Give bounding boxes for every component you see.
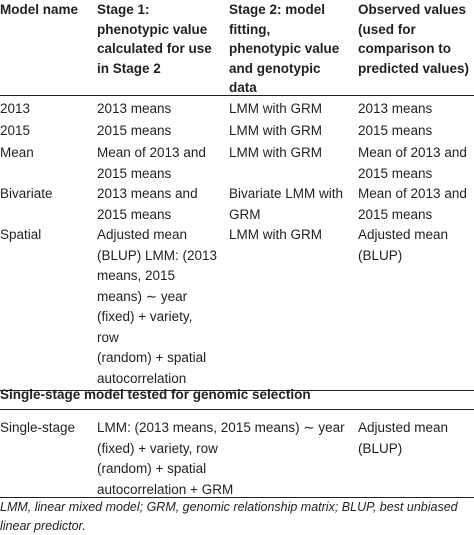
section-title: Single-stage model tested for genomic se… — [0, 387, 311, 402]
row-spatial-name: Spatial — [0, 227, 42, 242]
header-model-name: Model name — [0, 2, 79, 17]
single-stage-model: LMM: (2013 means, 2015 means) ∼ year (fi… — [97, 420, 345, 497]
section-top-divider — [0, 390, 474, 391]
single-stage-name: Single-stage — [0, 420, 76, 435]
row-2013-name: 2013 — [0, 101, 31, 116]
row-mean-observed: Mean of 2013 and 2015 means — [358, 145, 467, 181]
header-stage-1: Stage 1: phenotypic value calculated for… — [97, 2, 212, 76]
row-2013-stage1: 2013 means — [97, 101, 172, 116]
row-2015-stage1: 2015 means — [97, 123, 172, 138]
row-mean-name: Mean — [0, 145, 34, 160]
table-footnote: LMM, linear mixed model; GRM, genomic re… — [0, 500, 458, 533]
row-bivariate-stage1: 2013 means and 2015 means — [97, 186, 198, 222]
row-mean-stage2: LMM with GRM — [229, 145, 323, 160]
row-spatial-stage1: Adjusted mean (BLUP) LMM: (2013 means, 2… — [97, 227, 218, 386]
header-stage-2: Stage 2: model fitting, phenotypic value… — [229, 2, 340, 95]
row-spatial-stage2: LMM with GRM — [229, 227, 323, 242]
row-bivariate-observed: Mean of 2013 and 2015 means — [358, 186, 467, 222]
header-observed-values: Observed values (used for comparison to … — [358, 2, 470, 76]
row-mean-stage1: Mean of 2013 and 2015 means — [97, 145, 206, 181]
row-2015-observed: 2015 means — [358, 123, 433, 138]
row-bivariate-name: Bivariate — [0, 186, 53, 201]
row-2013-stage2: LMM with GRM — [229, 101, 323, 116]
row-2015-name: 2015 — [0, 123, 31, 138]
header-divider — [0, 95, 474, 96]
row-bivariate-stage2: Bivariate LMM with GRM — [229, 186, 344, 222]
section-bottom-divider — [0, 409, 474, 410]
single-stage-observed: Adjusted mean (BLUP) — [358, 420, 449, 456]
row-spatial-observed: Adjusted mean (BLUP) — [358, 227, 449, 263]
table-bottom-rule — [0, 497, 474, 498]
row-2013-observed: 2013 means — [358, 101, 433, 116]
row-2015-stage2: LMM with GRM — [229, 123, 323, 138]
